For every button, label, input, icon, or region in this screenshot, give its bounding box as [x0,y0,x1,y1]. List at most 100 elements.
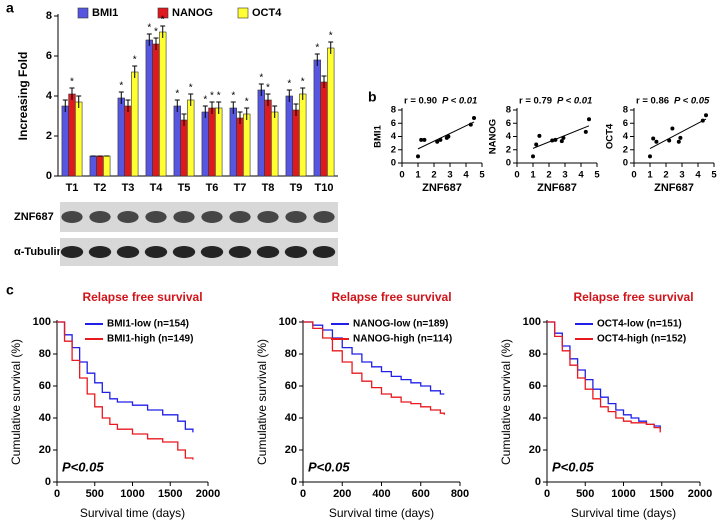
blot-band [201,211,223,223]
annotation: P<0.05 [308,459,350,474]
x-tick-label: 5 [594,170,600,181]
y-tick-label: 4 [46,90,53,102]
point [550,138,555,143]
annotation: P<0.05 [552,459,594,474]
blot-band [117,211,139,223]
point [435,139,440,144]
panel-letter: a [6,0,14,16]
point [472,115,476,120]
y-tick-label: 8 [46,10,52,22]
significance: * [133,55,137,66]
point [676,139,681,144]
bar [131,71,139,177]
x-axis-label: ZNF687 [537,182,577,194]
x-tick-label: 0 [631,170,636,181]
x-tick-label: 800 [451,488,469,500]
point [531,154,535,159]
x-tick-label: 400 [372,488,390,500]
bar [208,107,216,177]
y-tick-label: 20 [39,444,51,456]
x-tick-label: T2 [94,182,107,194]
y-tick-label: 60 [39,380,51,392]
point [438,137,443,142]
x-tick-label: T7 [234,182,247,194]
annotation: r = 0.86 [636,96,669,107]
y-tick-label: 2 [46,130,52,142]
x-axis-label: ZNF687 [654,182,694,194]
x-tick-label: 0 [544,488,550,500]
blot-label: ZNF687 [14,211,54,223]
legend-label: OCT4 [252,7,282,19]
y-tick-label: 100 [33,316,51,328]
x-tick-label: 1500 [650,488,674,500]
bar [313,59,321,177]
y-tick-label: 6 [46,50,52,62]
y-tick-label: 0 [46,170,52,182]
point [534,142,539,147]
x-tick-label: 3 [679,170,684,181]
blot-band [284,246,308,258]
x-tick-label: T10 [315,182,334,194]
significance: * [301,77,305,88]
y-tick-label: 4 [623,131,629,142]
point [651,136,656,141]
point [468,122,473,127]
x-tick-label: 1000 [120,488,144,500]
legend-label: BMI1 [92,7,118,19]
blot-band [88,246,112,258]
y-axis-label: OCT4 [605,123,616,149]
y-tick-label: 4 [506,131,512,142]
x-tick-label: T5 [178,182,191,194]
x-tick-label: 4 [463,170,469,181]
blot-band [200,246,224,258]
point [670,126,675,131]
significance: * [287,79,291,90]
y-axis-label: BMI1 [373,124,384,147]
y-axis-label: NANOG [488,119,499,154]
annotation: P<0.05 [62,459,104,474]
x-tick-label: 4 [695,170,701,181]
x-tick-label: T3 [122,182,135,194]
y-axis-label: Increasing Fold [16,52,30,141]
x-tick-label: 600 [412,488,430,500]
legend-swatch [157,7,169,19]
legend-label: NANOG-high (n=114) [353,334,452,345]
bar [159,31,167,177]
y-tick-label: 0 [291,476,297,488]
point [678,135,683,140]
x-tick-label: T9 [290,182,303,194]
survival-curve [547,321,661,430]
significance: * [147,23,151,34]
significance: * [217,91,221,102]
bar [299,93,307,177]
annotation: P < 0.01 [557,96,592,107]
panel-letter: c [6,282,14,298]
x-tick-label: 0 [399,170,404,181]
blot-band [145,211,167,223]
significance: * [161,15,165,26]
blot-band [285,211,307,223]
y-tick-label: 40 [285,412,297,424]
x-tick-label: 5 [479,170,485,181]
point [422,137,427,142]
x-tick-label: 3 [447,170,452,181]
x-tick-label: 0 [514,170,519,181]
bar [285,95,293,177]
chart-title: Relapse free survival [331,290,451,304]
x-axis-label: Survival time (days) [571,506,676,520]
y-tick-label: 0 [45,476,51,488]
y-tick-label: 0 [535,476,541,488]
y-tick-label: 6 [623,118,628,129]
survival-curve [57,321,194,433]
x-axis-label: Survival time (days) [80,506,185,520]
bar [215,107,223,177]
point [561,135,566,140]
bar [145,39,153,177]
y-axis-label: Cumulative survival (%) [499,339,513,465]
bar [243,113,251,177]
y-tick-label: 40 [39,412,51,424]
panel-letter: b [368,89,377,105]
y-tick-label: 60 [529,380,541,392]
blot-band [89,211,111,223]
x-tick-label: 500 [576,488,594,500]
